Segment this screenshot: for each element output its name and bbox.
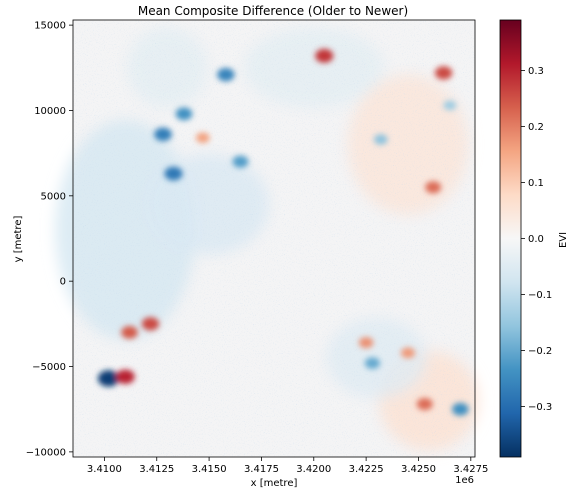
x-offset-label: 1e6 xyxy=(455,475,474,486)
heatmap-feature xyxy=(373,134,388,145)
heatmap-feature xyxy=(97,370,120,387)
colorbar-tick-label: 0.3 xyxy=(528,66,544,77)
colorbar-tick-label: 0.2 xyxy=(528,122,544,133)
y-tick-label: 0 xyxy=(60,277,66,288)
heatmap-feature xyxy=(416,398,433,411)
x-tick-label: 3.4250 xyxy=(401,464,436,475)
x-tick-label: 3.4100 xyxy=(87,464,122,475)
heatmap-feature xyxy=(175,107,193,121)
colorbar-tick-label: 0.1 xyxy=(528,178,544,189)
colorbar-ticks: 0.3 0.2 0.1 0.0 −0.1 −0.2 −0.3 xyxy=(521,66,552,413)
heatmap-feature xyxy=(452,402,469,416)
colorbar-tick-label: −0.3 xyxy=(528,402,552,413)
y-tick-label: −5000 xyxy=(32,362,66,373)
x-tick-label: 3.4150 xyxy=(192,464,227,475)
x-tick-label: 3.4275 xyxy=(453,464,488,475)
plot-area xyxy=(55,19,479,458)
heatmap-feature xyxy=(400,347,416,359)
colorbar-scale xyxy=(499,19,522,458)
y-tick-label: −10000 xyxy=(26,447,66,458)
x-axis: 3.4100 3.4125 3.4150 3.4175 3.4200 3.4225 3.42… xyxy=(87,457,488,475)
plot-frame xyxy=(72,19,476,458)
heatmap-feature xyxy=(164,166,183,181)
y-axis-label: y [metre] xyxy=(13,216,24,263)
x-tick-label: 3.4200 xyxy=(296,464,331,475)
heatmap-feature xyxy=(154,127,172,142)
colorbar-label: EVI xyxy=(558,232,569,248)
y-tick-label: 5000 xyxy=(41,191,66,202)
heatmap-feature xyxy=(425,181,442,194)
heatmap-texture-red xyxy=(73,20,475,457)
heatmap-feature xyxy=(195,132,210,144)
colorbar-tick-label: 0.0 xyxy=(528,234,544,245)
heatmap-feature xyxy=(364,357,381,369)
heatmap-feature xyxy=(217,67,235,82)
colorbar-tick-label: −0.2 xyxy=(528,346,552,357)
heatmap-feature xyxy=(358,337,374,349)
y-axis: 15000 10000 5000 0 −5000 −10000 xyxy=(26,21,73,458)
y-tick-label: 10000 xyxy=(34,106,66,117)
heatmap-feature xyxy=(434,66,453,80)
chart-title: Mean Composite Difference (Older to Newe… xyxy=(138,4,408,18)
colorbar-tick-label: −0.1 xyxy=(528,290,552,301)
colorbar: 0.3 0.2 0.1 0.0 −0.1 −0.2 −0.3 EVI xyxy=(499,19,569,458)
x-tick-label: 3.4225 xyxy=(349,464,384,475)
y-tick-label: 15000 xyxy=(34,21,66,32)
heatmap-feature xyxy=(232,155,249,168)
heatmap-features xyxy=(97,48,469,416)
x-tick-label: 3.4175 xyxy=(244,464,279,475)
x-axis-label: x [metre] xyxy=(251,478,298,489)
heatmap-feature xyxy=(121,326,138,339)
heatmap-feature xyxy=(115,369,135,384)
x-tick-label: 3.4125 xyxy=(139,464,174,475)
heatmap-feature xyxy=(141,317,160,331)
heatmap-feature xyxy=(315,48,334,63)
heatmap-feature xyxy=(443,100,457,111)
